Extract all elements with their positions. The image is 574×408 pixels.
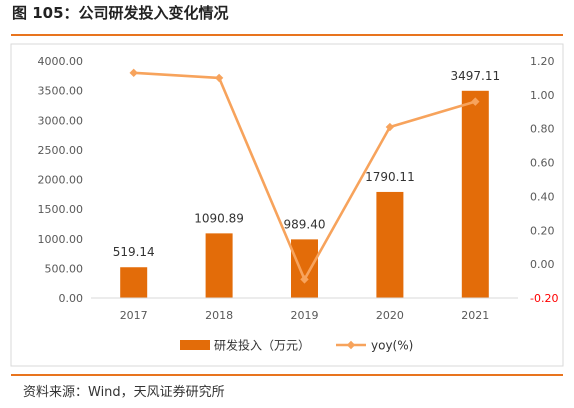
- bar-data-label: 989.40: [284, 217, 326, 231]
- right-axis-tick-label: 1.20: [530, 55, 555, 68]
- left-axis-tick-label: 2000.00: [38, 174, 84, 187]
- legend-line-label: yoy(%): [371, 339, 413, 353]
- bar-2019: [291, 239, 318, 298]
- bar-data-label: 519.14: [113, 245, 155, 259]
- yoy-marker-2021: [471, 97, 480, 106]
- bar-data-label: 1790.11: [365, 170, 415, 184]
- source-rule: [11, 374, 563, 376]
- bar-2018: [205, 233, 233, 298]
- source-note: 资料来源：Wind，天风证券研究所: [23, 385, 225, 400]
- x-axis-tick-label: 2021: [461, 309, 489, 322]
- legend-bar-swatch: [180, 340, 210, 350]
- bar-data-label: 1090.89: [194, 211, 244, 225]
- right-axis-tick-label: 0.40: [530, 190, 555, 203]
- right-axis-tick-label: -0.20: [530, 292, 558, 305]
- yoy-marker-2019: [300, 275, 309, 284]
- yoy-marker-2017: [129, 68, 138, 78]
- right-axis-tick-label: 1.00: [530, 89, 555, 102]
- bar-data-label: 3497.11: [450, 69, 500, 83]
- left-axis-tick-label: 3000.00: [38, 114, 84, 127]
- right-axis-tick-label: 0.60: [530, 157, 555, 170]
- bar-2021: [461, 90, 489, 298]
- right-axis-tick-label: 0.80: [530, 123, 555, 136]
- title-rule: [11, 34, 563, 36]
- legend-bar-label: 研发投入（万元）: [214, 338, 310, 353]
- x-axis-tick-label: 2018: [205, 309, 233, 322]
- bar-2017: [120, 267, 148, 298]
- left-axis-tick-label: 2500.00: [38, 144, 84, 157]
- figure-title: 图 105：公司研发投入变化情况: [12, 4, 229, 22]
- bar-2020: [376, 191, 404, 298]
- left-axis-tick-label: 1500.00: [38, 203, 84, 216]
- x-axis-tick-label: 2020: [376, 309, 404, 322]
- x-axis-tick-label: 2019: [291, 309, 319, 322]
- left-axis-tick-label: 1000.00: [38, 233, 84, 246]
- left-axis-tick-label: 500.00: [45, 262, 84, 275]
- right-axis-tick-label: 0.20: [530, 224, 555, 237]
- left-axis-tick-label: 3500.00: [38, 85, 84, 98]
- legend-line-marker: [346, 340, 356, 350]
- yoy-marker-2020: [385, 122, 395, 132]
- right-axis-tick-label: 0.00: [530, 258, 555, 271]
- left-axis-tick-label: 4000.00: [38, 55, 84, 68]
- x-axis-tick-label: 2017: [120, 309, 148, 322]
- chart-border: [10, 43, 564, 367]
- left-axis-tick-label: 0.00: [59, 292, 84, 305]
- yoy-marker-2018: [214, 73, 224, 83]
